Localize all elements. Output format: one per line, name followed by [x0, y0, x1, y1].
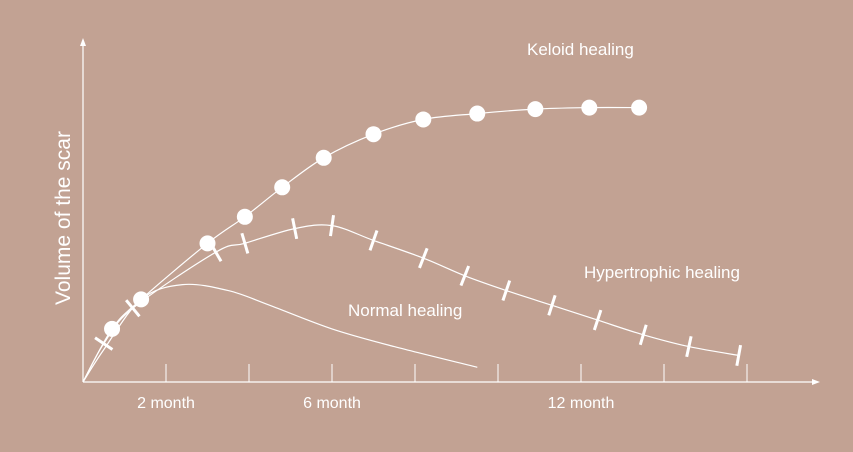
keloid-healing-point-0: [104, 320, 121, 337]
hypertrophic-healing-point-12: [638, 324, 648, 346]
hypertrophic-healing-point-2: [209, 242, 223, 263]
hypertrophic-healing-point-0: [94, 336, 114, 351]
series-line-hypertrophic-healing: [82, 224, 739, 383]
hypertrophic-healing-point-7: [418, 247, 429, 269]
hypertrophic-healing-point-14: [735, 344, 743, 367]
x-axis-arrow: [812, 379, 820, 385]
hypertrophic-healing-point-11: [592, 309, 603, 331]
keloid-healing-point-5: [315, 149, 332, 166]
hypertrophic-healing-point-8: [459, 265, 471, 287]
hypertrophic-healing-point-3: [240, 232, 250, 254]
x-ticks: 2 month 6 month 12 month: [137, 364, 748, 412]
x-tick-label-1: 6 month: [303, 395, 361, 412]
x-tick-label-0: 2 month: [137, 395, 195, 412]
series-markers: [94, 99, 743, 367]
keloid-healing-point-11: [631, 99, 648, 116]
labels: Volume of the scar Keloid healing Hypert…: [52, 40, 740, 320]
series-label-keloid: Keloid healing: [527, 40, 634, 59]
y-axis-label: Volume of the scar: [52, 131, 75, 305]
keloid-healing-point-1: [133, 291, 150, 308]
keloid-healing-point-7: [415, 111, 432, 128]
keloid-healing-point-10: [581, 99, 598, 116]
x-tick-label-2: 12 month: [548, 395, 615, 412]
hypertrophic-healing-point-1: [124, 299, 141, 318]
keloid-healing-point-6: [365, 126, 382, 143]
keloid-healing-point-4: [274, 179, 291, 196]
series-label-hypertrophic: Hypertrophic healing: [584, 263, 740, 282]
hypertrophic-healing-point-6: [368, 229, 379, 251]
series-line-keloid-healing: [82, 106, 640, 383]
y-axis-arrow: [80, 38, 86, 46]
keloid-healing-point-3: [236, 208, 253, 225]
axes: [80, 38, 820, 385]
hypertrophic-healing-point-9: [501, 280, 512, 302]
keloid-healing-point-9: [527, 101, 544, 118]
hypertrophic-healing-point-4: [291, 218, 299, 240]
series-label-normal: Normal healing: [348, 301, 462, 320]
keloid-healing-point-8: [469, 105, 486, 122]
hypertrophic-healing-point-5: [328, 214, 336, 237]
hypertrophic-healing-point-13: [685, 336, 693, 358]
hypertrophic-healing-point-10: [547, 294, 557, 316]
